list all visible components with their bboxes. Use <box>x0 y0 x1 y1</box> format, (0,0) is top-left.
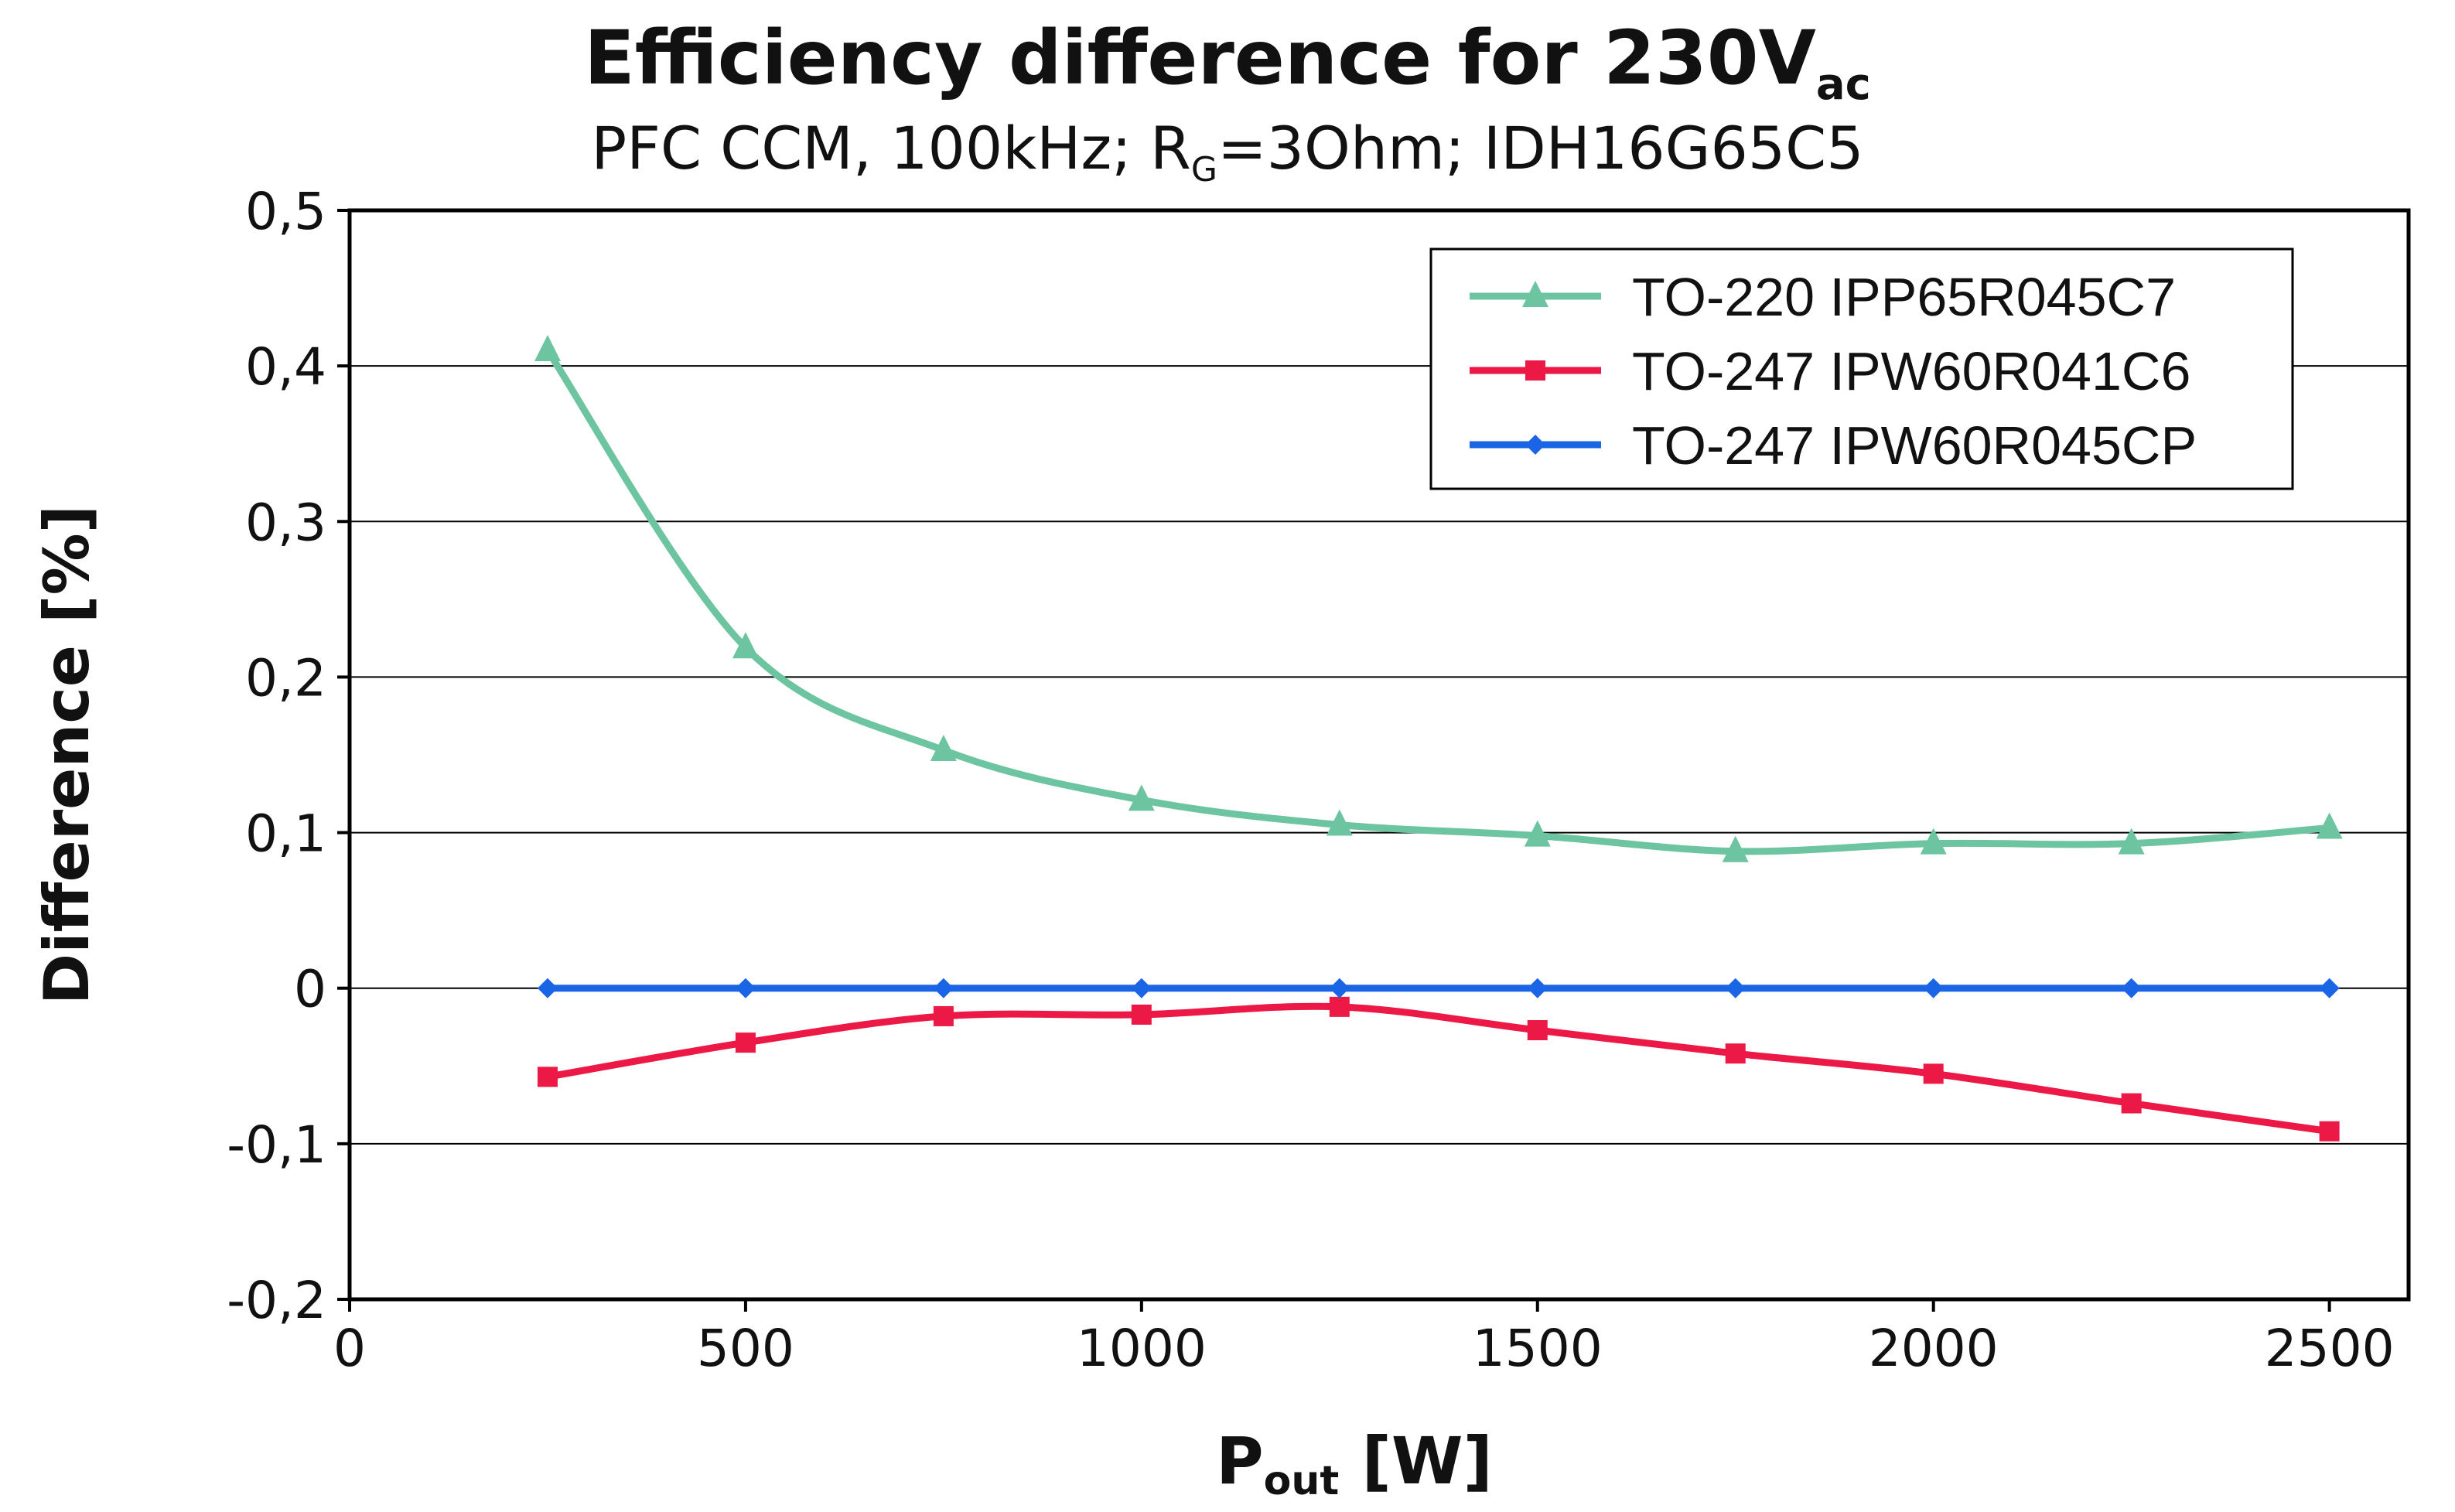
data-point <box>933 978 954 998</box>
chart-title-group: Efficiency difference for 230Vac PFC CCM… <box>584 15 1871 189</box>
legend-swatch-marker <box>1522 281 1548 307</box>
data-point <box>732 632 759 659</box>
data-point <box>1725 978 1746 998</box>
chart-subtitle-pre: PFC CCM, 100kHz; R <box>591 114 1190 183</box>
chart-subtitle: PFC CCM, 100kHz; RG=3Ohm; IDH16G65C5 <box>591 114 1863 189</box>
data-point <box>735 978 756 998</box>
y-tick-label: -0,1 <box>227 1115 326 1175</box>
series-line <box>544 346 2334 855</box>
x-axis-label: Pout [W] <box>1216 1423 1493 1504</box>
legend-swatch-marker <box>1525 360 1545 381</box>
data-point <box>1725 1043 1746 1064</box>
y-tick-label: 0,3 <box>245 493 326 552</box>
legend: TO-220 IPP65R045C7 TO-247 IPW60R041C6 TO-2… <box>1429 247 2294 490</box>
y-tick-label: -0,2 <box>227 1271 326 1330</box>
series-group <box>534 335 2343 1142</box>
data-point <box>537 978 558 998</box>
data-point <box>2319 1121 2340 1142</box>
legend-swatch-marker <box>1525 435 1545 455</box>
data-point <box>1527 978 1548 998</box>
x-axis-label-subscript: out <box>1264 1458 1340 1504</box>
data-point <box>1131 1004 1152 1025</box>
data-point <box>2118 828 2145 855</box>
data-point <box>2121 978 2142 998</box>
data-point <box>2121 1093 2142 1114</box>
data-point <box>1329 978 1350 998</box>
series-1 <box>534 335 2343 862</box>
chart-title: Efficiency difference for 230Vac <box>584 15 1871 110</box>
chart-subtitle-post: =3Ohm; IDH16G65C5 <box>1217 114 1864 183</box>
data-point <box>1923 1063 1944 1084</box>
y-tick-label: 0,2 <box>245 648 326 708</box>
y-tick-label: 0 <box>294 960 326 1019</box>
legend-entry: TO-247 IPW60R045CP <box>1470 415 2197 476</box>
x-tick-label: 1500 <box>1473 1319 1603 1378</box>
chart-subtitle-subscript: G <box>1191 150 1217 189</box>
y-axis-ticks: 0,5 0,4 0,3 0,2 0,1 0 -0,1 -0,2 <box>227 182 350 1330</box>
legend-label: TO-220 IPP65R045C7 <box>1632 267 2176 327</box>
x-tick-label: 2000 <box>1869 1319 1999 1378</box>
y-tick-label: 0,4 <box>245 337 326 397</box>
y-tick-label: 0,5 <box>245 182 326 241</box>
x-tick-label: 500 <box>697 1319 794 1378</box>
x-axis-label-main: P <box>1216 1423 1264 1499</box>
data-point <box>1329 996 1350 1017</box>
data-point <box>1527 1020 1548 1041</box>
x-tick-label: 0 <box>333 1319 366 1378</box>
data-point <box>2316 812 2343 839</box>
data-point <box>1326 809 1353 836</box>
x-axis-label-unit: [W] <box>1339 1423 1493 1499</box>
data-point <box>1923 978 1944 998</box>
y-axis-label: Difference [%] <box>31 505 103 1005</box>
chart-title-main: Efficiency difference for 230V <box>584 15 1816 101</box>
legend-entry: TO-220 IPP65R045C7 <box>1470 267 2176 327</box>
x-axis-ticks: 0 500 1000 1500 2000 2500 <box>333 1299 2395 1378</box>
data-point <box>1128 784 1155 811</box>
data-point <box>930 734 957 761</box>
data-point <box>537 1067 558 1087</box>
data-point <box>534 335 561 362</box>
data-point <box>1920 828 1947 855</box>
chart-title-subscript: ac <box>1816 60 1871 110</box>
data-point <box>1524 820 1551 847</box>
legend-entry: TO-247 IPW60R041C6 <box>1470 341 2190 401</box>
data-point <box>735 1032 756 1053</box>
data-point <box>2319 978 2340 998</box>
legend-label: TO-247 IPW60R041C6 <box>1632 341 2190 401</box>
plot-border <box>347 208 2411 1302</box>
data-point <box>1722 835 1749 862</box>
data-point <box>933 1005 954 1026</box>
gridlines <box>350 365 2409 1145</box>
x-tick-label: 1000 <box>1077 1319 1207 1378</box>
series-line <box>544 1002 2334 1135</box>
data-point <box>1131 978 1152 998</box>
series-2 <box>537 996 2340 1142</box>
legend-label: TO-247 IPW60R045CP <box>1632 415 2197 476</box>
series-3 <box>537 978 2340 998</box>
x-tick-label: 2500 <box>2265 1319 2395 1378</box>
y-tick-label: 0,1 <box>245 804 326 864</box>
